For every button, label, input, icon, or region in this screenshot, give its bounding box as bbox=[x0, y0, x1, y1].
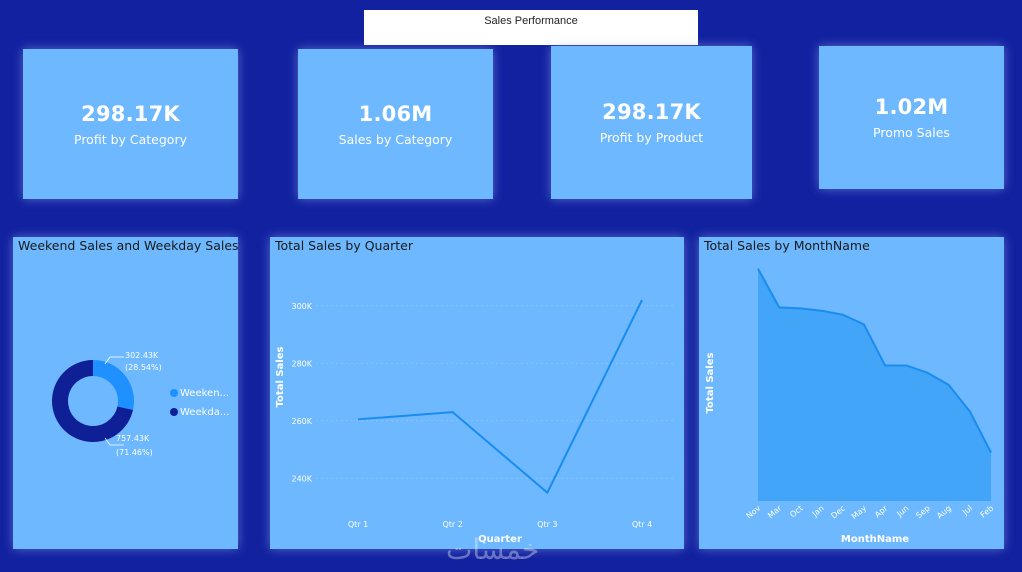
kpi-label: Profit by Product bbox=[599, 130, 704, 145]
report-title: Sales Performance bbox=[484, 15, 578, 27]
x-tick-label: Jul bbox=[960, 504, 974, 518]
legend-label-weekday[interactable]: Weekda... bbox=[180, 407, 229, 418]
x-tick-label: May bbox=[850, 503, 869, 521]
legend-label-weekend[interactable]: Weeken... bbox=[180, 388, 229, 399]
line-chart-panel[interactable]: Total Sales by Quarter 240K 260K 280K 300K … bbox=[270, 237, 684, 549]
x-tick-label: Jan bbox=[810, 504, 826, 519]
x-tick-label: Qtr 1 bbox=[348, 520, 368, 529]
data-label-value: 302.43K bbox=[125, 351, 159, 360]
data-label-percent: (28.54%) bbox=[125, 363, 162, 372]
legend-marker-weekday bbox=[170, 408, 178, 416]
chart-title: Weekend Sales and Weekday Sales bbox=[18, 238, 239, 253]
area-chart-panel[interactable]: Total Sales by MonthName Nov Mar Oct Jan Dec… bbox=[699, 237, 1004, 549]
donut-slice-weekday[interactable] bbox=[51, 360, 133, 442]
kpi-label: Sales by Category bbox=[338, 131, 453, 147]
x-axis-title: MonthName bbox=[841, 534, 909, 545]
donut-slice-weekend[interactable] bbox=[93, 360, 134, 411]
kpi-value: 298.17K bbox=[602, 100, 701, 124]
series-line-total-sales[interactable] bbox=[357, 299, 643, 495]
legend-marker-weekend bbox=[170, 389, 178, 397]
chart-title: Total Sales by MonthName bbox=[704, 238, 870, 253]
x-tick-label: Qtr 2 bbox=[442, 520, 462, 529]
x-axis-title: Quarter bbox=[478, 534, 522, 545]
x-tick-label: Jun bbox=[894, 504, 910, 520]
area-chart: Nov Mar Oct Jan Dec May Apr Jun Sep Aug Jul Feb Tot… bbox=[705, 268, 996, 545]
y-axis-title: Total Sales bbox=[275, 347, 286, 408]
kpi-value: 1.06M bbox=[358, 101, 433, 126]
x-tick-label: Mar bbox=[766, 503, 784, 520]
donut-chart-panel[interactable]: Weekend Sales and Weekday Sales 302.43K … bbox=[13, 237, 239, 549]
data-label-leader bbox=[104, 356, 124, 365]
y-tick-label: 300K bbox=[291, 302, 312, 311]
line-chart: 240K 260K 280K 300K Qtr 1 Qtr 2 Qtr 3 Qtr 4 To… bbox=[275, 299, 674, 545]
kpi-label: Profit by Category bbox=[74, 131, 187, 147]
x-tick-label: Qtr 4 bbox=[632, 520, 652, 529]
x-tick-label: Oct bbox=[788, 504, 804, 520]
kpi-value: 298.17K bbox=[81, 101, 180, 126]
kpi-card-profit-by-category[interactable]: 298.17K Profit by Category bbox=[23, 49, 238, 199]
kpi-value: 1.02M bbox=[874, 95, 949, 119]
data-label-value: 757.43K bbox=[116, 434, 150, 443]
x-tick-label: Sep bbox=[914, 504, 931, 521]
watermark-logo: خمسات bbox=[446, 533, 540, 566]
x-tick-label: Aug bbox=[935, 504, 953, 521]
series-line-total-sales bbox=[757, 268, 992, 454]
report-title-box: Sales Performance bbox=[364, 10, 698, 45]
data-label-percent: (71.46%) bbox=[116, 448, 153, 457]
data-label-leader bbox=[104, 437, 124, 446]
donut-chart: 302.43K (28.54%) 757.43K (71.46%) Weeken… bbox=[51, 351, 229, 457]
y-tick-label: 280K bbox=[291, 359, 312, 368]
kpi-card-sales-by-category[interactable]: 1.06M Sales by Category bbox=[298, 49, 493, 199]
chart-title: Total Sales by Quarter bbox=[275, 238, 414, 253]
x-tick-label: Dec bbox=[829, 504, 847, 521]
x-tick-label: Apr bbox=[873, 503, 890, 519]
y-axis-title: Total Sales bbox=[705, 353, 716, 414]
series-area-total-sales[interactable] bbox=[758, 268, 991, 501]
x-tick-label: Feb bbox=[979, 504, 996, 520]
kpi-card-promo-sales[interactable]: 1.02M Promo Sales bbox=[819, 46, 1004, 189]
y-tick-label: 240K bbox=[291, 474, 312, 483]
kpi-card-profit-by-product[interactable]: 298.17K Profit by Product bbox=[551, 46, 752, 199]
x-tick-label: Nov bbox=[745, 503, 763, 520]
kpi-label: Promo Sales bbox=[873, 125, 950, 140]
y-tick-label: 260K bbox=[291, 417, 312, 426]
x-tick-label: Qtr 3 bbox=[537, 520, 557, 529]
